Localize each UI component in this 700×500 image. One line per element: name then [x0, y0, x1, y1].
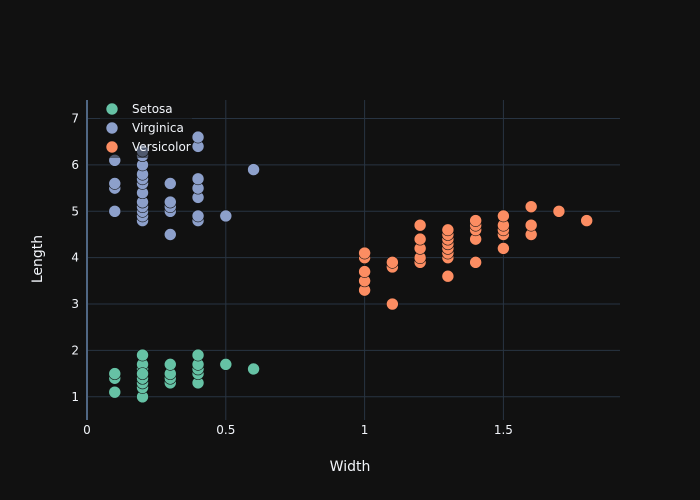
y-tick-label: 2	[71, 343, 79, 357]
data-point-virginica	[191, 209, 205, 223]
legend-label-virginica: Virginica	[132, 121, 184, 135]
x-axis-title: Width	[330, 459, 371, 475]
data-point-versicolor	[497, 209, 510, 223]
legend-label-versicolor: Versicolor	[132, 140, 191, 154]
data-point-versicolor	[469, 214, 482, 227]
x-tick-label: 0	[83, 423, 91, 437]
grid	[87, 100, 620, 420]
data-point-versicolor	[413, 218, 427, 232]
legend-label-setosa: Setosa	[132, 102, 173, 116]
y-tick-label: 5	[71, 204, 79, 218]
y-tick-label: 6	[71, 158, 79, 172]
legend-marker-virginica	[105, 121, 119, 135]
data-point-virginica	[191, 130, 205, 144]
x-tick-label: 1	[361, 423, 369, 437]
y-tick-label: 4	[71, 251, 79, 265]
legend-marker-versicolor	[105, 140, 119, 154]
data-point-virginica	[219, 209, 233, 223]
data-point-versicolor	[386, 256, 399, 269]
data-point-versicolor	[580, 214, 593, 227]
data-point-virginica	[247, 163, 260, 176]
data-point-versicolor	[358, 246, 371, 260]
legend[interactable]: Setosa Virginica Versicolor	[100, 100, 192, 158]
y-axis-title: Length	[30, 235, 46, 283]
y-tick-label: 3	[71, 297, 79, 311]
data-point-setosa	[219, 358, 233, 371]
x-tick-label: 1.5	[494, 423, 513, 437]
data-point-setosa	[247, 362, 260, 376]
data-point-versicolor	[441, 269, 455, 283]
data-point-versicolor	[413, 232, 427, 246]
data-points	[108, 130, 593, 404]
data-point-versicolor	[497, 242, 510, 255]
data-point-versicolor	[441, 223, 455, 237]
data-point-virginica	[163, 195, 177, 209]
axes: 0 0.5 1 1.5 1 2 3 4 5 6 7	[71, 100, 513, 437]
data-point-versicolor	[524, 200, 538, 213]
data-point-versicolor	[552, 205, 566, 218]
data-point-versicolor	[386, 297, 399, 311]
y-tick-label: 1	[71, 390, 79, 404]
data-point-versicolor	[358, 265, 371, 278]
data-point-setosa	[136, 348, 149, 362]
data-point-virginica	[191, 172, 205, 186]
data-point-virginica	[108, 205, 122, 218]
data-point-versicolor	[469, 256, 482, 269]
data-point-setosa	[136, 367, 149, 380]
legend-marker-setosa	[105, 102, 119, 116]
data-point-virginica	[163, 228, 177, 241]
x-tick-label: 0.5	[216, 423, 235, 437]
data-point-virginica	[163, 177, 177, 190]
data-point-virginica	[108, 177, 122, 190]
data-point-setosa	[108, 385, 122, 399]
y-tick-label: 7	[71, 112, 79, 126]
data-point-versicolor	[524, 218, 538, 232]
data-point-setosa	[163, 358, 177, 371]
data-point-setosa	[191, 348, 205, 362]
data-point-setosa	[108, 367, 122, 380]
